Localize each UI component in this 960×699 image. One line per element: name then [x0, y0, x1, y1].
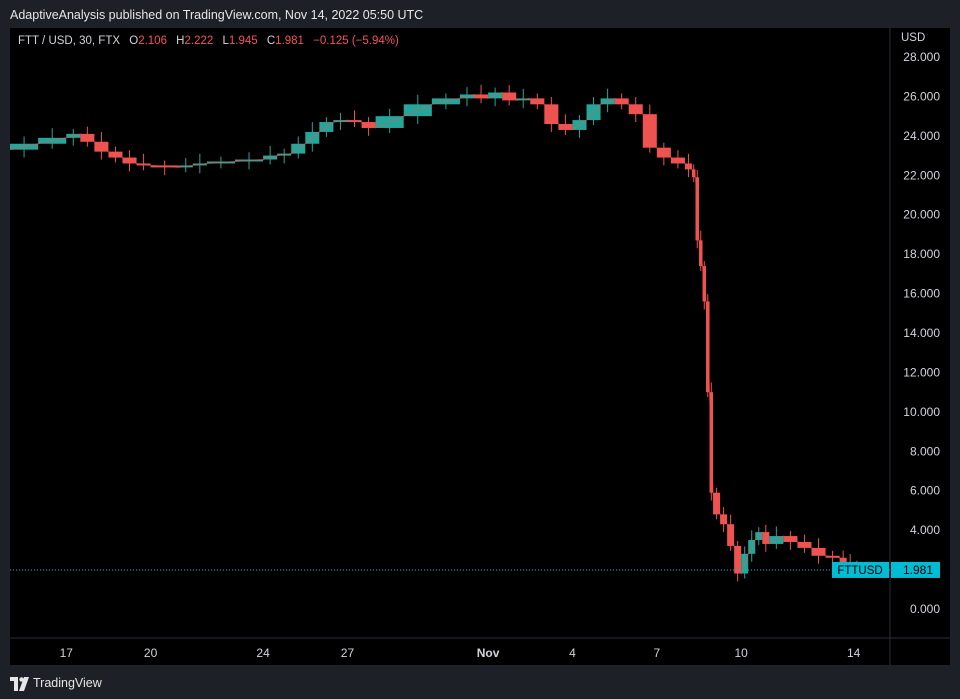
- publish-header: AdaptiveAnalysis published on TradingVie…: [0, 0, 960, 28]
- y-tick-label: 8.000: [910, 444, 940, 458]
- y-tick-label: 22.000: [903, 168, 940, 182]
- y-tick-label: 20.000: [903, 208, 940, 222]
- price-tag-bg: [891, 561, 940, 578]
- x-tick-label: 20: [144, 646, 158, 660]
- x-tick-label: 14: [847, 646, 861, 660]
- legend-low-label: L: [222, 35, 229, 47]
- y-tick-label: 28.000: [903, 50, 940, 64]
- footer: TradingView: [0, 670, 960, 699]
- y-tick-label: 12.000: [903, 365, 940, 379]
- y-tick-label: 4.000: [910, 523, 940, 537]
- legend-close-value: 1.981: [275, 35, 304, 47]
- publish-line: AdaptiveAnalysis published on TradingVie…: [10, 8, 424, 22]
- tradingview-logo-icon: [10, 677, 29, 691]
- y-tick-label: 24.000: [903, 129, 940, 143]
- price-series-line: [9, 91, 861, 576]
- y-tick-label: 6.000: [910, 484, 940, 498]
- price-axis-unit: USD: [901, 32, 926, 44]
- legend-low-value: 1.945: [228, 35, 258, 47]
- y-tick-label: 0.000: [910, 602, 940, 616]
- legend-open-label: O: [129, 35, 139, 47]
- legend-high-value: 2.222: [184, 35, 214, 47]
- chart-panel[interactable]: [10, 28, 950, 665]
- x-tick-label: 17: [60, 646, 74, 660]
- symbol-tag: FTTUSD: [837, 565, 882, 577]
- legend-open-value: 2.106: [138, 35, 167, 47]
- legend-close-label: C: [266, 35, 276, 47]
- x-tick-label: 24: [256, 646, 270, 660]
- y-tick-label: 16.000: [903, 287, 940, 301]
- x-tick-label: 4: [569, 646, 576, 660]
- y-tick-label: 26.000: [903, 89, 940, 103]
- y-tick-label: 10.000: [903, 405, 940, 419]
- x-tick-label: Nov: [477, 646, 500, 660]
- x-tick-label: 7: [653, 646, 660, 660]
- x-tick-label: 10: [735, 646, 749, 660]
- last-price-tag: 1.981: [903, 563, 933, 577]
- y-tick-label: 14.000: [903, 326, 940, 340]
- legend-high-label: H: [176, 35, 185, 47]
- y-tick-label: 18.000: [903, 247, 940, 261]
- x-tick-label: 27: [341, 646, 355, 660]
- legend-change-value: −0.125 (−5.94%): [313, 35, 399, 47]
- footer-brand[interactable]: TradingView: [33, 676, 102, 690]
- ohlc-legend: FTT / USD, 30, FTX O2.106 H2.222 L1.945 …: [18, 35, 399, 47]
- legend-symbol: FTT / USD, 30, FTX: [18, 35, 121, 47]
- symbol-tag-bg: [832, 561, 889, 578]
